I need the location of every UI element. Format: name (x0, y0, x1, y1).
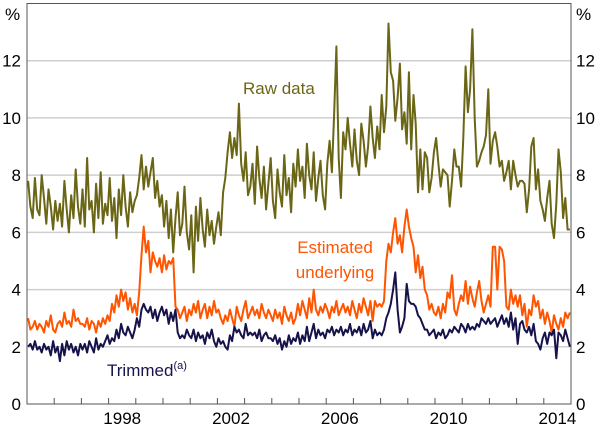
y-tick-label-left: 0 (12, 395, 21, 414)
series-line-raw-data (27, 22, 570, 274)
y-tick-label-right: 0 (576, 395, 585, 414)
y-tick-label-right: 4 (576, 281, 585, 300)
y-unit-right: % (576, 5, 591, 24)
y-tick-label-left: 4 (12, 281, 21, 300)
series-line-estimated-underlying (27, 208, 571, 334)
y-tick-label-left: 12 (2, 52, 21, 71)
y-tick-label-right: 2 (576, 338, 585, 357)
y-tick-label-right: 10 (576, 109, 595, 128)
series-line-trimmed (27, 271, 571, 363)
y-unit-left: % (5, 5, 20, 24)
y-tick-label-left: 8 (12, 166, 21, 185)
y-tick-label-right: 6 (576, 223, 585, 242)
y-tick-label-left: 10 (2, 109, 21, 128)
label-estimated-underlying-1: Estimated (297, 238, 373, 257)
label-trimmed-superscript: (a) (173, 360, 186, 372)
series-lines (27, 22, 571, 363)
y-tick-label-right: 8 (576, 166, 585, 185)
label-trimmed-text: Trimmed (107, 361, 173, 380)
x-tick-label: 2002 (212, 409, 250, 428)
x-tick-label: 1998 (103, 409, 141, 428)
label-raw-data: Raw data (243, 79, 315, 98)
x-tick-label: 2014 (538, 409, 576, 428)
label-trimmed: Trimmed(a) (107, 360, 187, 380)
y-axis: 0 0 2 2 4 4 6 6 8 8 10 10 12 12 (2, 52, 595, 414)
y-tick-label-left: 6 (12, 223, 21, 242)
y-tick-label-left: 2 (12, 338, 21, 357)
x-axis: 1998 2002 2006 2010 2014 (53, 398, 576, 428)
y-tick-label-right: 12 (576, 52, 595, 71)
x-tick-label: 2010 (430, 409, 468, 428)
label-estimated-underlying-2: underlying (296, 263, 374, 282)
x-tick-label: 2006 (321, 409, 359, 428)
